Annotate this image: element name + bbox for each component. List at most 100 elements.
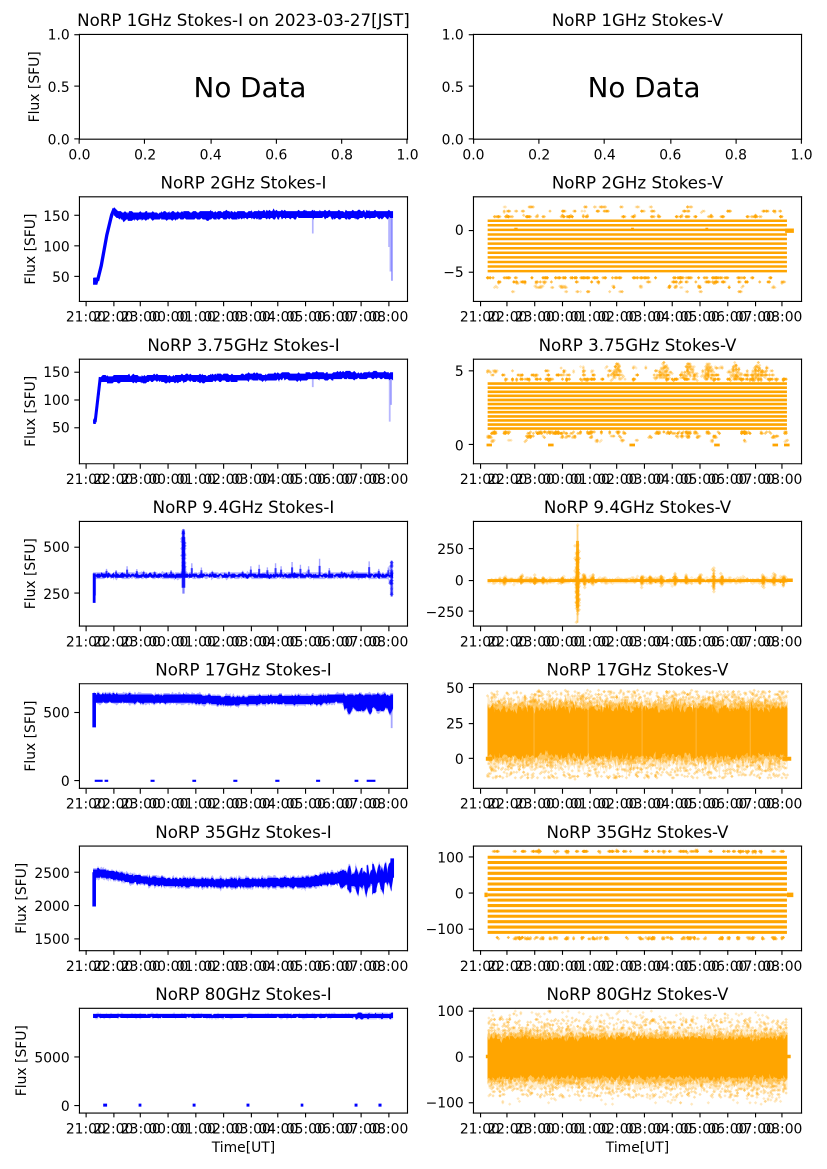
svg-text:04:00: 04:00 (258, 634, 298, 650)
svg-text:NoRP 3.75GHz Stokes-V: NoRP 3.75GHz Stokes-V (539, 336, 737, 355)
svg-text:04:00: 04:00 (652, 634, 692, 650)
svg-text:0: 0 (455, 886, 464, 902)
svg-text:1.0: 1.0 (48, 28, 70, 44)
svg-text:05:00: 05:00 (680, 310, 720, 326)
svg-text:22:00: 22:00 (93, 1121, 133, 1137)
svg-text:00:00: 00:00 (542, 310, 582, 326)
svg-text:01:00: 01:00 (570, 959, 610, 975)
svg-text:5: 5 (455, 364, 464, 380)
svg-text:21:00: 21:00 (66, 1121, 106, 1137)
svg-text:22:00: 22:00 (487, 472, 527, 488)
svg-text:250: 250 (43, 587, 69, 603)
svg-text:0: 0 (455, 574, 464, 590)
svg-text:04:00: 04:00 (652, 797, 692, 813)
svg-text:21:00: 21:00 (460, 310, 500, 326)
svg-text:00:00: 00:00 (148, 634, 188, 650)
svg-text:0: 0 (61, 1099, 70, 1115)
svg-text:2500: 2500 (34, 866, 69, 882)
svg-text:07:00: 07:00 (735, 797, 775, 813)
svg-text:500: 500 (43, 705, 69, 721)
svg-text:1.0: 1.0 (442, 28, 464, 44)
svg-text:07:00: 07:00 (341, 1121, 381, 1137)
svg-text:05:00: 05:00 (286, 959, 326, 975)
svg-text:23:00: 23:00 (121, 959, 161, 975)
svg-text:2000: 2000 (34, 899, 69, 915)
svg-text:08:00: 08:00 (368, 959, 408, 975)
svg-text:21:00: 21:00 (66, 634, 106, 650)
svg-text:08:00: 08:00 (762, 797, 802, 813)
svg-text:0.0: 0.0 (462, 147, 484, 163)
svg-text:21:00: 21:00 (460, 797, 500, 813)
svg-text:1500: 1500 (34, 932, 69, 948)
svg-text:−100: −100 (426, 1095, 464, 1111)
svg-text:22:00: 22:00 (487, 959, 527, 975)
svg-text:08:00: 08:00 (762, 959, 802, 975)
svg-text:100: 100 (437, 851, 463, 867)
svg-text:04:00: 04:00 (258, 1121, 298, 1137)
svg-text:NoRP 17GHz Stokes-V: NoRP 17GHz Stokes-V (547, 660, 730, 679)
svg-text:04:00: 04:00 (258, 959, 298, 975)
svg-text:06:00: 06:00 (313, 797, 353, 813)
svg-text:NoRP 80GHz Stokes-I: NoRP 80GHz Stokes-I (155, 985, 331, 1004)
svg-text:06:00: 06:00 (313, 959, 353, 975)
svg-text:100: 100 (437, 1004, 463, 1020)
svg-text:NoRP 2GHz Stokes-I: NoRP 2GHz Stokes-I (161, 173, 327, 192)
svg-text:23:00: 23:00 (121, 634, 161, 650)
svg-text:01:00: 01:00 (176, 797, 216, 813)
svg-text:02:00: 02:00 (203, 797, 243, 813)
svg-text:150: 150 (43, 209, 69, 225)
svg-text:06:00: 06:00 (707, 310, 747, 326)
svg-text:23:00: 23:00 (515, 959, 555, 975)
svg-text:00:00: 00:00 (148, 797, 188, 813)
svg-text:21:00: 21:00 (460, 959, 500, 975)
svg-text:04:00: 04:00 (652, 1121, 692, 1137)
svg-text:02:00: 02:00 (597, 797, 637, 813)
svg-text:02:00: 02:00 (597, 1121, 637, 1137)
svg-text:08:00: 08:00 (368, 472, 408, 488)
svg-text:Flux [SFU]: Flux [SFU] (23, 214, 39, 285)
svg-text:23:00: 23:00 (515, 634, 555, 650)
svg-text:Time[UT]: Time[UT] (211, 1140, 275, 1156)
svg-text:03:00: 03:00 (625, 1121, 665, 1137)
svg-text:00:00: 00:00 (148, 1121, 188, 1137)
svg-text:0.2: 0.2 (134, 147, 156, 163)
svg-text:21:00: 21:00 (460, 634, 500, 650)
svg-text:23:00: 23:00 (121, 472, 161, 488)
svg-text:22:00: 22:00 (93, 310, 133, 326)
svg-text:Flux [SFU]: Flux [SFU] (23, 376, 39, 447)
svg-text:Time[UT]: Time[UT] (605, 1140, 669, 1156)
svg-text:07:00: 07:00 (341, 634, 381, 650)
svg-text:0.5: 0.5 (48, 80, 70, 96)
svg-text:01:00: 01:00 (176, 634, 216, 650)
svg-text:01:00: 01:00 (570, 472, 610, 488)
svg-text:05:00: 05:00 (286, 1121, 326, 1137)
svg-text:03:00: 03:00 (625, 634, 665, 650)
svg-text:−100: −100 (426, 922, 464, 938)
svg-text:08:00: 08:00 (762, 1121, 802, 1137)
svg-text:04:00: 04:00 (258, 472, 298, 488)
svg-text:01:00: 01:00 (176, 959, 216, 975)
svg-text:05:00: 05:00 (286, 472, 326, 488)
svg-text:22:00: 22:00 (93, 634, 133, 650)
svg-text:100: 100 (43, 239, 69, 255)
svg-text:03:00: 03:00 (231, 797, 271, 813)
svg-text:05:00: 05:00 (680, 634, 720, 650)
svg-text:22:00: 22:00 (487, 1121, 527, 1137)
svg-text:08:00: 08:00 (368, 634, 408, 650)
svg-text:02:00: 02:00 (597, 959, 637, 975)
svg-text:NoRP 35GHz Stokes-I: NoRP 35GHz Stokes-I (155, 823, 331, 842)
svg-text:23:00: 23:00 (515, 1121, 555, 1137)
svg-text:0: 0 (455, 1050, 464, 1066)
svg-text:06:00: 06:00 (707, 959, 747, 975)
svg-text:06:00: 06:00 (707, 1121, 747, 1137)
svg-text:23:00: 23:00 (121, 310, 161, 326)
svg-text:NoRP 9.4GHz Stokes-I: NoRP 9.4GHz Stokes-I (153, 498, 335, 517)
svg-text:00:00: 00:00 (542, 797, 582, 813)
svg-text:0.6: 0.6 (659, 147, 681, 163)
svg-text:05:00: 05:00 (680, 472, 720, 488)
svg-text:1.0: 1.0 (396, 147, 418, 163)
svg-text:NoRP 17GHz Stokes-I: NoRP 17GHz Stokes-I (155, 660, 331, 679)
svg-text:0.0: 0.0 (48, 132, 70, 148)
svg-text:05:00: 05:00 (680, 959, 720, 975)
svg-text:NoRP 35GHz Stokes-V: NoRP 35GHz Stokes-V (547, 823, 730, 842)
